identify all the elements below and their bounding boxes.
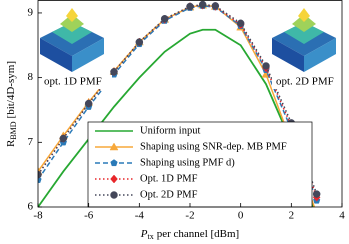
x-tick-label: -6 xyxy=(84,210,94,222)
marker xyxy=(198,0,207,9)
marker xyxy=(109,142,119,151)
marker xyxy=(236,19,245,28)
legend-label: Shaping using SNR-dep. MB PMF xyxy=(140,141,287,152)
marker xyxy=(110,68,118,76)
marker xyxy=(110,174,118,184)
marker xyxy=(211,2,220,10)
marker xyxy=(262,62,270,70)
y-axis-label: RBMD[bit/4D-sym] xyxy=(5,61,18,147)
legend-label: Uniform input xyxy=(140,125,200,136)
marker xyxy=(84,99,93,108)
marker xyxy=(110,191,118,199)
marker xyxy=(38,170,42,179)
inset-1d xyxy=(40,8,104,72)
x-tick-label: 4 xyxy=(339,210,345,222)
annotation-bg xyxy=(272,75,342,89)
inset-2d xyxy=(272,8,336,72)
annotation: opt. 2D PMF xyxy=(276,76,334,88)
marker xyxy=(59,134,68,143)
y-tick-label: 8 xyxy=(28,71,34,83)
plot-area xyxy=(38,0,321,216)
y-tick-label: 6 xyxy=(28,201,34,213)
marker xyxy=(135,38,144,46)
legend-box xyxy=(87,121,313,208)
plot-frame xyxy=(37,0,343,208)
legend: Uniform input Shaping using SNR-dep. MB P… xyxy=(87,121,313,208)
y-tick-label: 7 xyxy=(28,136,34,148)
marker xyxy=(110,159,118,167)
annotation: opt. 1D PMF xyxy=(44,76,102,88)
legend-label: Opt. 1D PMF xyxy=(140,173,198,184)
annotation-bg xyxy=(40,75,112,89)
legend-label: Opt. 2D PMF xyxy=(140,189,198,200)
x-axis-label: Ptx per channel [dBm] xyxy=(140,228,239,241)
marker xyxy=(313,209,321,216)
legend-label: Shaping using PMF d) xyxy=(140,157,235,168)
marker xyxy=(160,15,169,23)
x-tick-label: -4 xyxy=(135,210,145,222)
y-tick-label: 9 xyxy=(28,6,34,18)
marker xyxy=(186,2,194,11)
x-tick-label: 0 xyxy=(238,210,244,222)
x-tick-label: 2 xyxy=(289,210,295,222)
x-tick-label: -2 xyxy=(185,210,194,222)
x-tick-label: -8 xyxy=(33,210,43,222)
marker xyxy=(312,190,321,198)
